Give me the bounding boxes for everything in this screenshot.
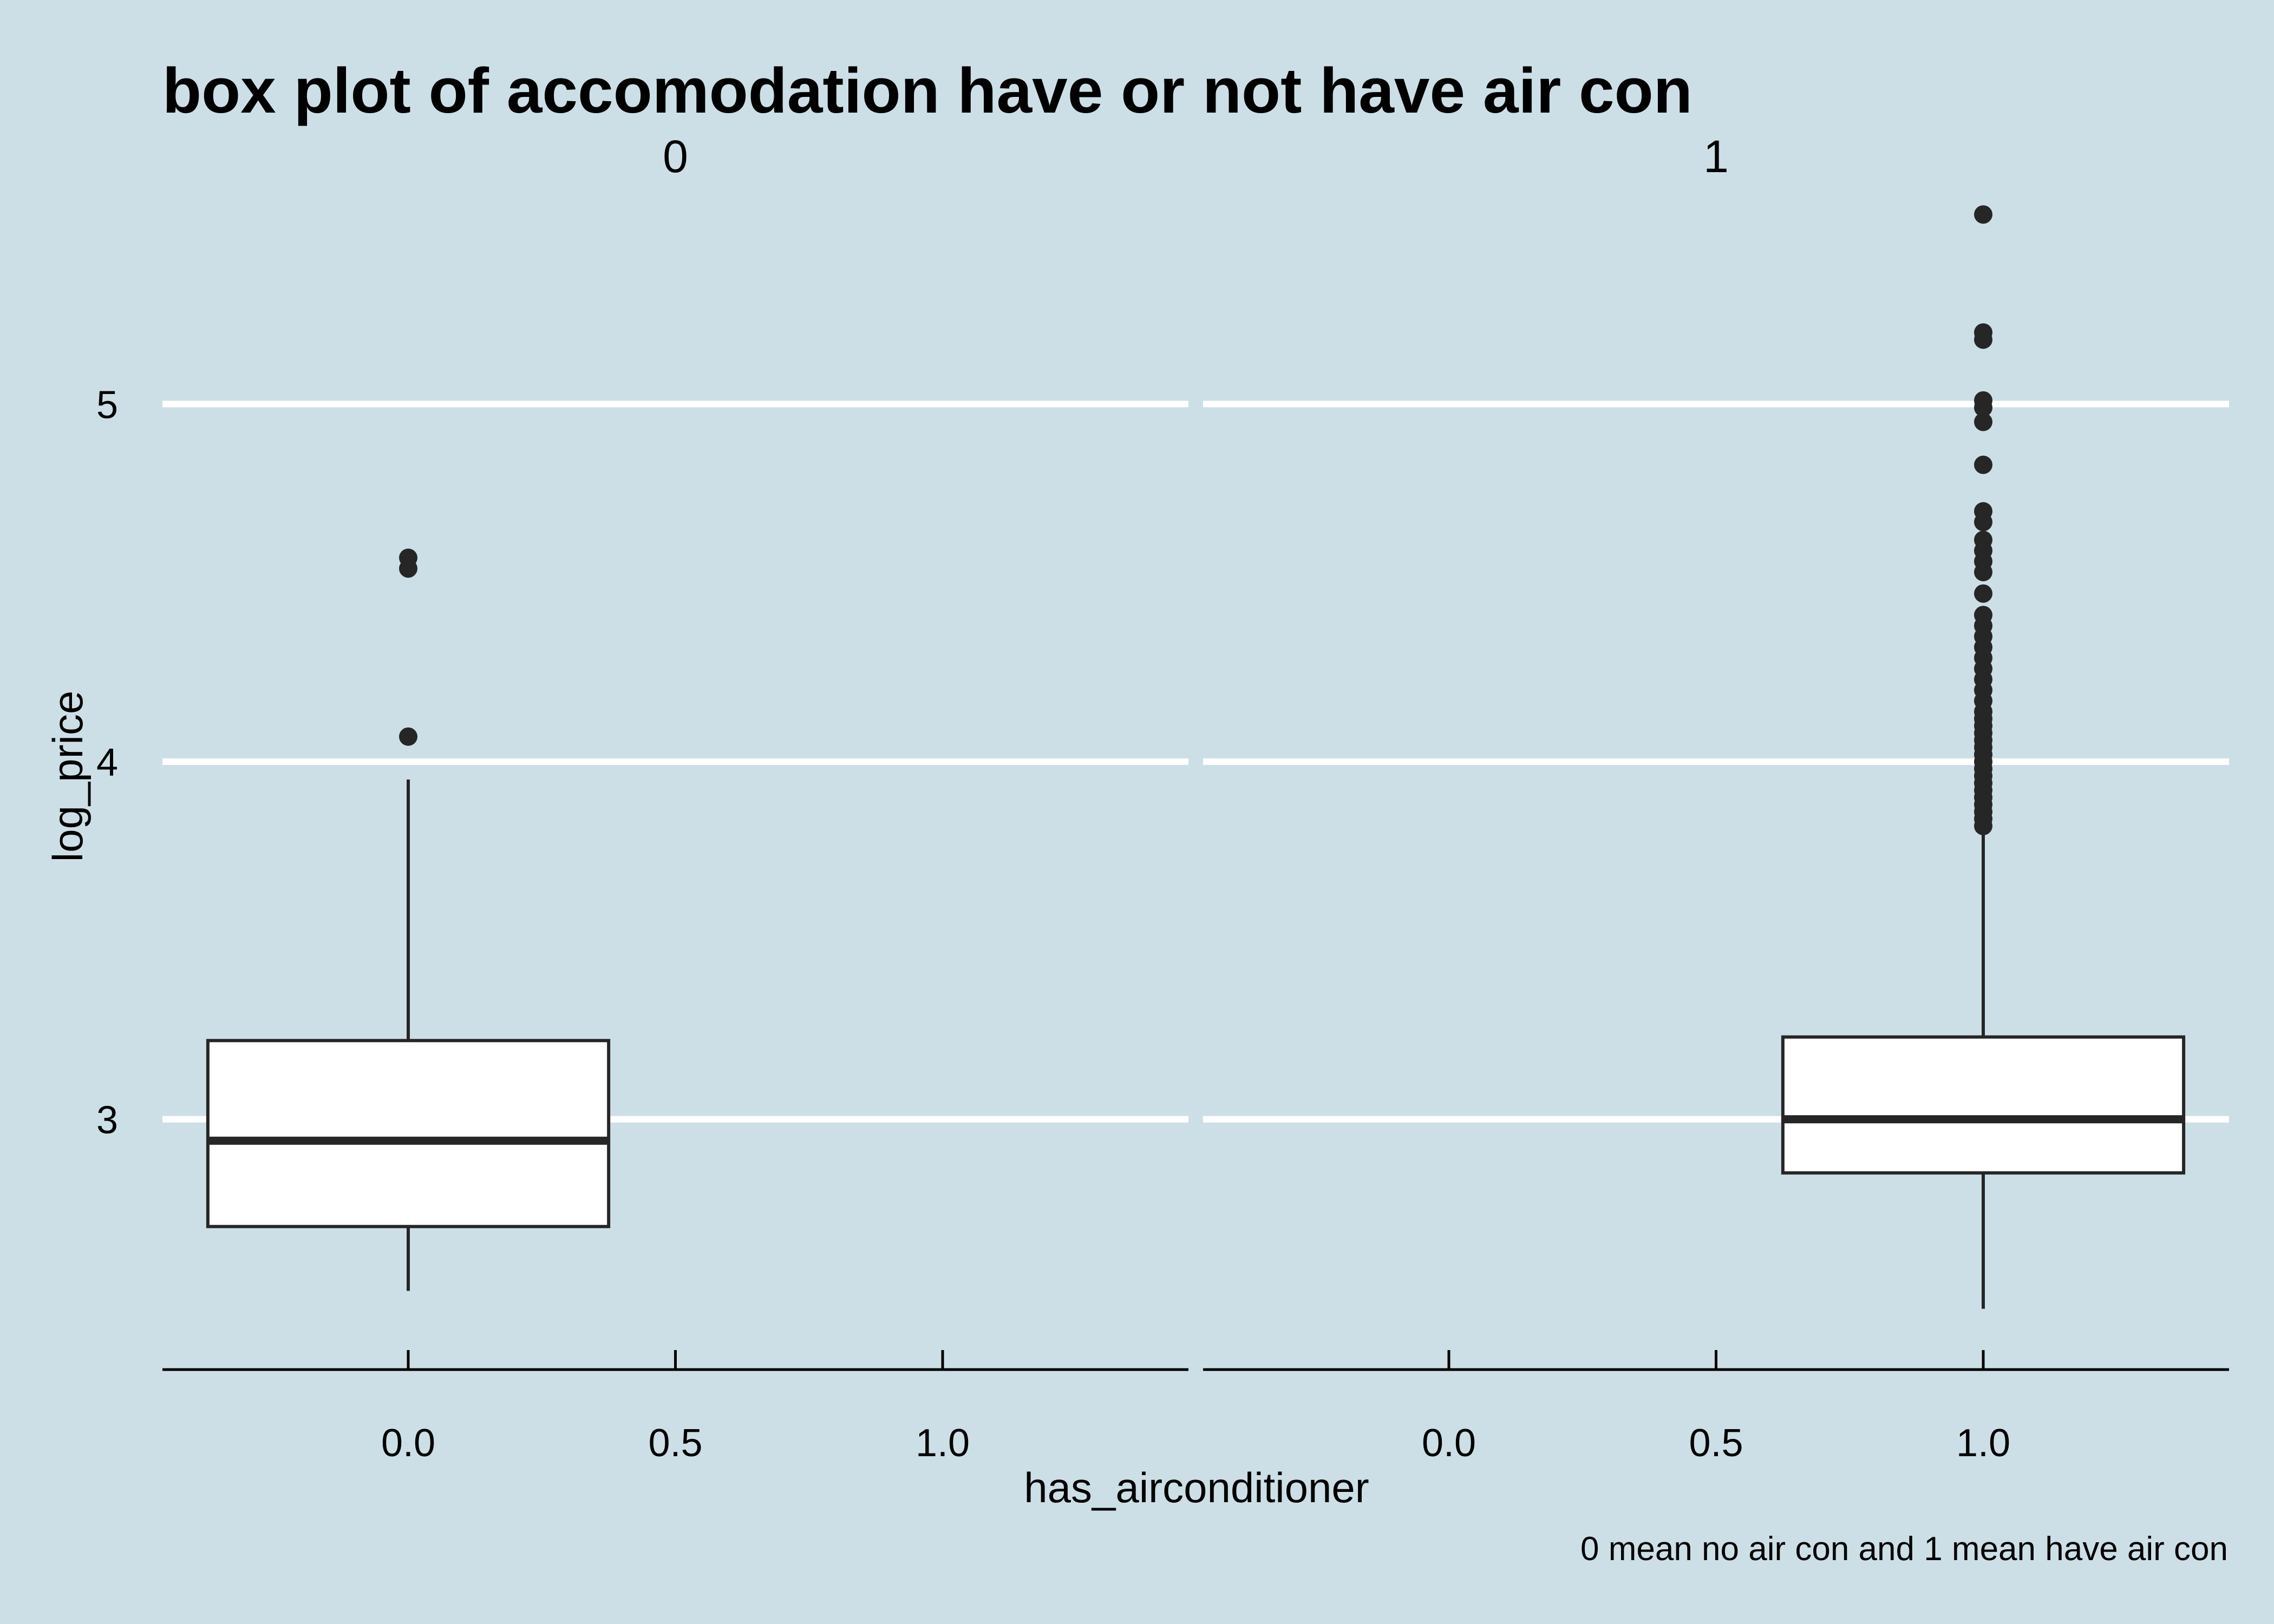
facet-panel-1: 1 0.0 0.5 1.0 xyxy=(1203,131,2229,1465)
y-axis-ticks: 3 4 5 xyxy=(96,383,118,1142)
facet-panel-0: 0 0.0 0.5 1.0 xyxy=(162,131,1188,1465)
chart-title: box plot of accomodation have or not hav… xyxy=(162,55,1693,127)
outlier-point xyxy=(1974,205,1992,224)
facets: 0 0.0 0.5 1.0 1 0.0 0.5 1.0 xyxy=(162,131,2229,1465)
y-axis-label: log_price xyxy=(44,691,92,862)
x-tick-label: 0.5 xyxy=(648,1422,702,1465)
outlier-point xyxy=(1974,531,1992,549)
y-tick-label: 5 xyxy=(96,383,118,427)
chart-caption: 0 mean no air con and 1 mean have air co… xyxy=(1580,1530,2228,1568)
x-tick-label: 1.0 xyxy=(1956,1422,2010,1465)
x-tick-label: 0.0 xyxy=(381,1422,435,1465)
outlier-point xyxy=(1974,502,1992,521)
outlier-point xyxy=(1974,391,1992,410)
x-tick-label: 0.5 xyxy=(1689,1422,1743,1465)
outlier-point xyxy=(1974,323,1992,342)
outlier-point xyxy=(1974,584,1992,603)
facet-strip-label: 1 xyxy=(1703,131,1729,182)
outlier-point xyxy=(1974,606,1992,625)
x-tick-label: 0.0 xyxy=(1422,1422,1476,1465)
outlier-point xyxy=(399,727,418,746)
facet-strip-label: 0 xyxy=(663,131,688,182)
y-tick-label: 3 xyxy=(96,1099,118,1142)
x-axis-label: has_airconditioner xyxy=(1024,1464,1369,1511)
x-tick-label: 1.0 xyxy=(916,1422,970,1465)
iqr-box xyxy=(206,1039,611,1228)
outlier-point xyxy=(1974,412,1992,431)
y-tick-label: 4 xyxy=(96,741,118,784)
outlier-point xyxy=(1974,455,1992,474)
iqr-box xyxy=(1781,1035,2186,1175)
outlier-point xyxy=(399,548,418,567)
